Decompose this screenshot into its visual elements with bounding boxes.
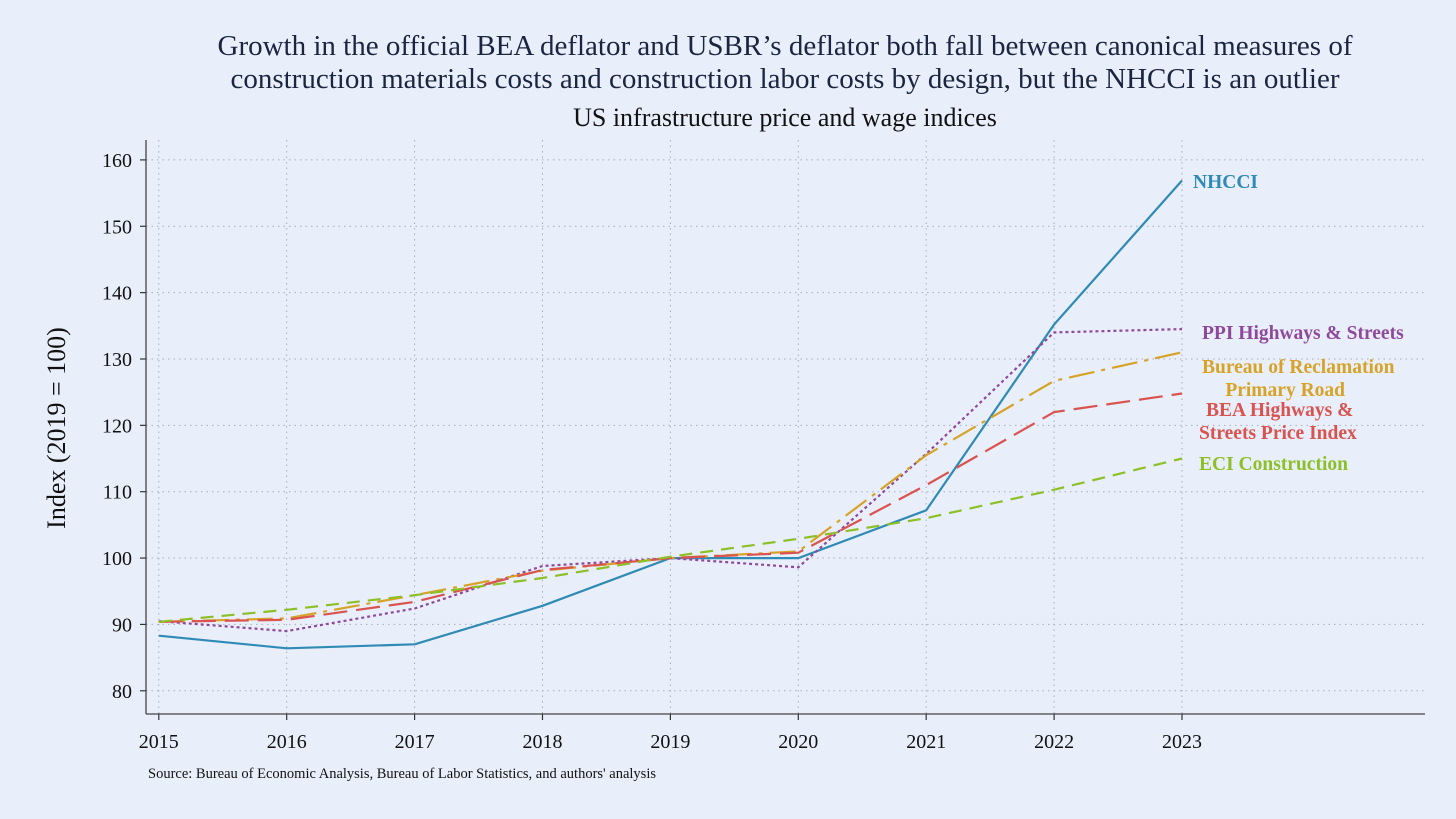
x-tick-label: 2020 [778,731,818,753]
x-tick-label: 2019 [650,731,690,753]
series-line-1 [158,328,1183,633]
chart-subtitle: US infrastructure price and wage indices [573,103,997,132]
y-tick-label: 140 [102,283,132,305]
series-line-3 [158,392,1183,623]
series-label: Primary Road [1225,380,1345,401]
series-label: Streets Price Index [1199,423,1357,444]
chart-title-line-1: Growth in the official BEA deflator and … [217,30,1353,62]
x-tick-label: 2016 [267,731,307,753]
series-label: NHCCI [1193,172,1258,193]
y-tick-label: 160 [102,150,132,172]
x-tick-label: 2023 [1162,731,1202,753]
x-tick-label: 2021 [906,731,946,753]
series-lines [158,179,1183,650]
y-tick-label: 110 [103,482,132,504]
y-tick-label: 80 [112,681,132,703]
series-label: BEA Highways & [1206,400,1353,421]
x-tick-label: 2018 [522,731,562,753]
y-tick-label: 130 [102,349,132,371]
series-labels: NHCCI PPI Highways & Streets Bureau of Rec… [1193,172,1404,475]
source-note: Source: Bureau of Economic Analysis, Bur… [148,766,656,782]
series-line-2 [158,351,1183,623]
y-tick-label: 150 [102,216,132,238]
chart-title-line-2: construction materials costs and constru… [230,63,1340,95]
y-tick-label: 100 [102,548,132,570]
axes: 80 90 100 110 120 130 140 150 160 2015 2016 2017 201… [102,140,1425,753]
y-tick-label: 120 [102,415,132,437]
series-label: PPI Highways & Streets [1202,323,1404,344]
y-tick-label: 90 [112,614,132,636]
x-tick-label: 2015 [139,731,179,753]
x-tick-label: 2022 [1034,731,1074,753]
series-label: ECI Construction [1199,454,1348,475]
x-tick-label: 2017 [395,731,435,753]
series-label: Bureau of Reclamation [1202,357,1395,378]
